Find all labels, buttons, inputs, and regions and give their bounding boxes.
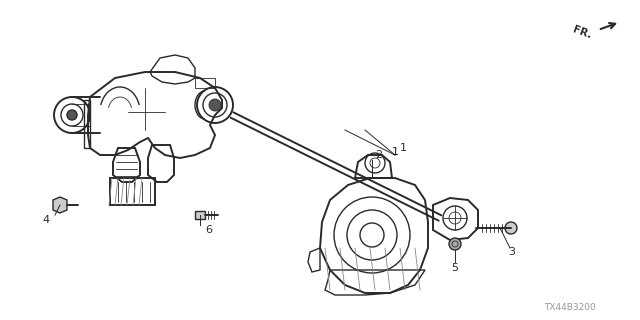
Circle shape <box>505 222 517 234</box>
Text: FR.: FR. <box>572 24 593 40</box>
Text: 1: 1 <box>400 143 407 153</box>
Text: TX44B3200: TX44B3200 <box>544 303 596 313</box>
Circle shape <box>209 99 221 111</box>
Text: 2: 2 <box>375 150 382 160</box>
Text: 3: 3 <box>509 247 515 257</box>
Polygon shape <box>53 197 67 213</box>
Text: 6: 6 <box>205 225 212 235</box>
Text: 4: 4 <box>43 215 50 225</box>
Circle shape <box>449 238 461 250</box>
Polygon shape <box>195 211 205 219</box>
Circle shape <box>67 110 77 120</box>
Text: 1: 1 <box>392 147 399 157</box>
Text: 5: 5 <box>451 263 458 273</box>
